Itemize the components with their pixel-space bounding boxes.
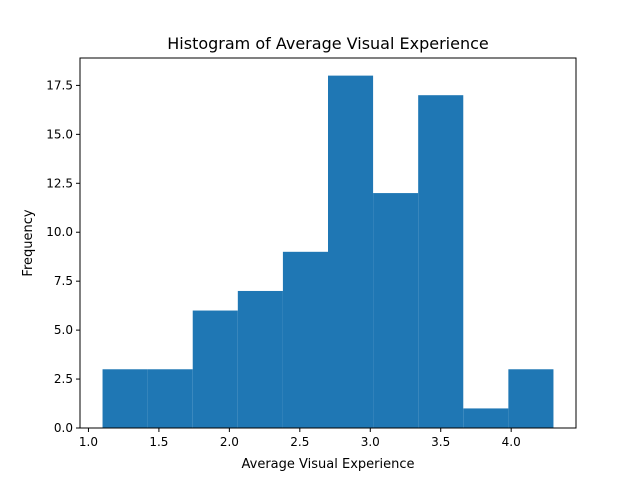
y-tick-label: 7.5 <box>54 274 73 288</box>
y-axis-label: Frequency <box>21 209 36 276</box>
histogram-bar <box>192 310 238 428</box>
bars-group <box>102 75 554 428</box>
x-tick-label: 3.5 <box>431 435 450 449</box>
histogram-bar <box>147 369 193 428</box>
histogram-bar <box>373 193 419 428</box>
histogram-bar <box>282 251 328 428</box>
x-axis-ticks: 1.0 1.5 2.0 2.5 3.0 3.5 4.0 <box>79 428 521 449</box>
x-tick-label: 1.0 <box>79 435 98 449</box>
y-tick-label: 17.5 <box>46 78 73 92</box>
histogram-bar <box>328 75 374 428</box>
histogram-bar <box>463 408 509 428</box>
histogram-bar <box>508 369 554 428</box>
y-tick-label: 15.0 <box>46 127 73 141</box>
x-tick-label: 4.0 <box>502 435 521 449</box>
chart-title: Histogram of Average Visual Experience <box>167 34 488 53</box>
y-axis-ticks: 0.0 2.5 5.0 7.5 10.0 12.5 15.0 17.5 <box>46 78 80 435</box>
x-tick-label: 2.5 <box>290 435 309 449</box>
x-axis-label: Average Visual Experience <box>242 457 415 472</box>
y-tick-label: 2.5 <box>54 372 73 386</box>
y-tick-label: 5.0 <box>54 323 73 337</box>
y-tick-label: 12.5 <box>46 176 73 190</box>
x-tick-label: 2.0 <box>220 435 239 449</box>
y-tick-label: 10.0 <box>46 225 73 239</box>
x-tick-label: 1.5 <box>149 435 168 449</box>
histogram-bar <box>102 369 148 428</box>
histogram-bar <box>237 290 283 428</box>
plot-frame <box>79 57 577 429</box>
histogram-bar <box>418 95 464 428</box>
y-tick-label: 0.0 <box>54 421 73 435</box>
x-tick-label: 3.0 <box>361 435 380 449</box>
